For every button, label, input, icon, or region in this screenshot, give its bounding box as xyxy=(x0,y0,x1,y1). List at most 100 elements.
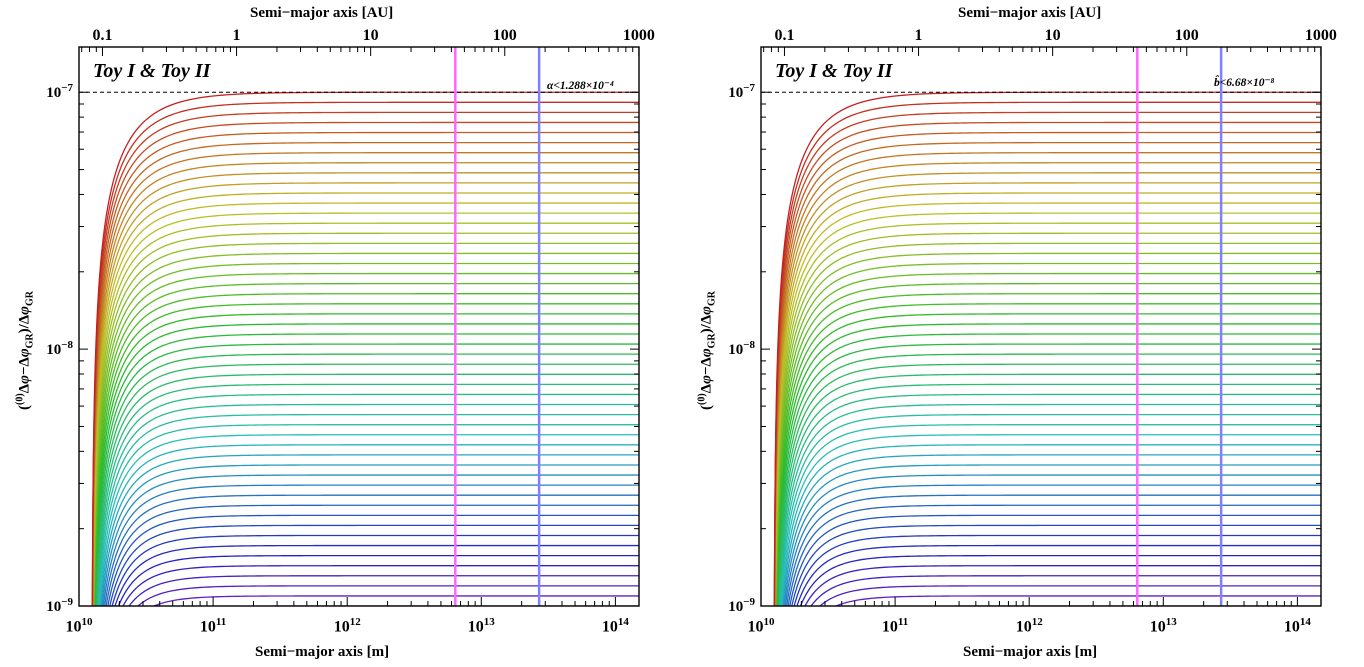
y-tick-label: 10−8 xyxy=(46,339,73,359)
top-axis-title: Semi−major axis [AU] xyxy=(958,5,1102,21)
series-line xyxy=(114,544,639,606)
top-tick-label: 1 xyxy=(914,27,923,44)
x-tick-label: 1011 xyxy=(199,616,227,636)
series-line xyxy=(810,575,1321,606)
series-line xyxy=(834,595,1321,606)
series-line xyxy=(778,393,1321,606)
x-tick-label: 1010 xyxy=(747,616,775,636)
series-line xyxy=(774,182,1321,606)
series-line xyxy=(152,595,639,606)
top-tick-label: 100 xyxy=(492,27,517,44)
series-line xyxy=(93,272,639,606)
series-line xyxy=(789,514,1321,606)
plot-area xyxy=(79,47,639,606)
series-line xyxy=(787,504,1321,606)
series-line xyxy=(92,252,639,606)
left-chart-panel: Semi−major axis [AU] Semi−major axis [m]… xyxy=(14,5,655,660)
series-line xyxy=(92,192,639,606)
series-line xyxy=(804,565,1321,606)
series-line xyxy=(95,383,639,606)
series-line xyxy=(786,494,1321,606)
series-line xyxy=(94,353,639,606)
top-axis-title: Semi−major axis [AU] xyxy=(250,5,394,21)
series-line xyxy=(97,424,639,606)
top-tick-label: 100 xyxy=(1174,27,1199,44)
top-tick-label: 0.1 xyxy=(774,27,795,44)
series-line xyxy=(819,585,1321,606)
series-line xyxy=(793,534,1321,606)
series-line xyxy=(92,202,639,606)
series-line xyxy=(94,343,639,606)
plot-frame xyxy=(78,46,640,607)
inset-label: Toy I & Toy II xyxy=(775,60,893,82)
y-axis-title: ((0)Δφ−ΔφGR)/ΔφGR xyxy=(696,291,718,410)
series-line xyxy=(774,262,1321,606)
series-line xyxy=(780,434,1321,606)
bottom-axis-title: Semi−major axis [m] xyxy=(255,644,390,660)
series-line xyxy=(91,141,639,606)
series-line xyxy=(91,101,639,606)
bound-annotation: b̂<6.68×10⁻⁸ xyxy=(1214,77,1275,89)
series-line xyxy=(100,464,639,606)
series-line xyxy=(91,131,639,606)
series-line xyxy=(98,434,639,606)
series-line xyxy=(773,111,1321,606)
y-tick-label: 10−7 xyxy=(728,82,755,102)
series-line xyxy=(776,343,1321,606)
series-line xyxy=(92,262,639,606)
series-line xyxy=(775,323,1321,606)
series-line xyxy=(774,212,1321,606)
plot-frame xyxy=(760,46,1322,607)
series-line xyxy=(776,333,1321,606)
series-line xyxy=(92,242,639,606)
series-line xyxy=(92,172,639,606)
series-line xyxy=(92,182,639,606)
series-line xyxy=(775,293,1321,606)
x-tick-label: 1011 xyxy=(881,616,909,636)
series-line xyxy=(775,282,1321,606)
right-chart-svg xyxy=(760,46,1322,607)
series-line xyxy=(92,232,639,606)
x-tick-label: 1012 xyxy=(1015,616,1043,636)
series-line xyxy=(781,454,1321,606)
left-chart-svg xyxy=(78,46,640,607)
series-line xyxy=(774,162,1321,606)
y-tick-label: 10−9 xyxy=(728,596,755,615)
series-line xyxy=(94,333,639,606)
series-line xyxy=(774,202,1321,606)
series-line xyxy=(777,363,1321,606)
series-line xyxy=(95,373,639,606)
top-tick-label: 10 xyxy=(1044,27,1061,44)
y-tick-label: 10−9 xyxy=(46,596,73,615)
right-chart-panel: Semi−major axis [AU] Semi−major axis [m]… xyxy=(682,0,1364,667)
series-line xyxy=(101,474,639,606)
series-line xyxy=(91,111,639,606)
series-line xyxy=(774,192,1321,606)
series-line xyxy=(96,403,639,606)
series-line xyxy=(775,313,1321,606)
series-line xyxy=(93,303,639,606)
x-tick-label: 1013 xyxy=(1149,616,1177,636)
x-tick-label: 1014 xyxy=(601,616,629,636)
series-line xyxy=(98,444,639,606)
series-line xyxy=(137,585,639,606)
series-line xyxy=(774,252,1321,606)
series-line xyxy=(92,222,639,606)
series-line xyxy=(796,544,1321,606)
series-line xyxy=(91,121,639,606)
series-line xyxy=(92,212,639,606)
top-tick-label: 0.1 xyxy=(92,27,113,44)
series-line xyxy=(96,393,639,606)
series-line xyxy=(122,565,639,606)
series-line xyxy=(782,464,1321,606)
series-line xyxy=(99,454,639,606)
series-line xyxy=(774,222,1321,606)
series-line xyxy=(777,373,1321,606)
x-tick-label: 1013 xyxy=(467,616,495,636)
series-line xyxy=(95,363,639,606)
x-tick-label: 1012 xyxy=(333,616,361,636)
y-axis-title: ((0)Δφ−ΔφGR)/ΔφGR xyxy=(14,291,36,410)
series-line xyxy=(773,131,1321,606)
series-line xyxy=(779,424,1321,606)
series-line xyxy=(117,554,639,606)
